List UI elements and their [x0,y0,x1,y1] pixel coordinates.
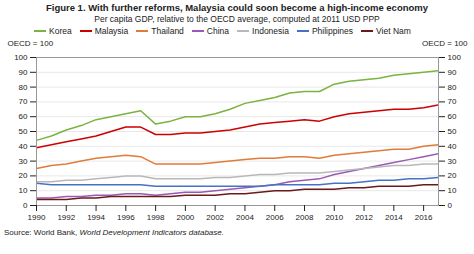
svg-text:2012: 2012 [355,213,373,222]
svg-text:60: 60 [448,112,457,121]
svg-text:1992: 1992 [57,213,75,222]
html-text:Thailand: Thailand [151,26,184,36]
svg-text:2004: 2004 [236,213,254,222]
svg-text:30: 30 [448,157,457,166]
svg-text:40: 40 [19,142,28,151]
svg-text:2016: 2016 [415,213,433,222]
svg-text:1994: 1994 [87,213,105,222]
svg-text:100: 100 [14,53,28,62]
svg-text:1990: 1990 [28,213,46,222]
svg-text:2014: 2014 [385,213,403,222]
svg-text:2008: 2008 [296,213,314,222]
svg-text:0: 0 [23,201,28,210]
html-text:Source: World Bank, World Deve: Source: World Bank, World Development In… [4,228,224,237]
svg-text:50: 50 [448,127,457,136]
svg-text:2006: 2006 [266,213,284,222]
html-text:Viet Nam: Viet Nam [376,26,411,36]
svg-text:50: 50 [19,127,28,136]
svg-text:80: 80 [19,83,28,92]
svg-text:20: 20 [19,171,28,180]
svg-text:60: 60 [19,112,28,121]
html-text:Philippines: Philippines [311,26,354,36]
svg-text:2010: 2010 [325,213,343,222]
html-text:Indonesia: Indonesia [252,26,289,36]
svg-text:OECD = 100: OECD = 100 [8,39,54,48]
html-text:Figure 1. With further reforms: Figure 1. With further reforms, Malaysia… [45,2,428,13]
html-text:Malaysia: Malaysia [94,26,129,36]
svg-text:30: 30 [19,157,28,166]
svg-text:90: 90 [448,68,457,77]
svg-text:40: 40 [448,142,457,151]
svg-text:70: 70 [19,97,28,106]
svg-text:70: 70 [448,97,457,106]
svg-text:2002: 2002 [206,213,224,222]
html-text:Korea: Korea [49,26,72,36]
svg-text:2000: 2000 [176,213,194,222]
svg-text:1996: 1996 [117,213,135,222]
svg-text:100: 100 [448,53,462,62]
svg-text:90: 90 [19,68,28,77]
html-text:Per capita GDP, relative to th: Per capita GDP, relative to the OECD ave… [94,14,380,24]
svg-text:10: 10 [448,186,457,195]
svg-text:20: 20 [448,171,457,180]
svg-text:OECD = 100: OECD = 100 [422,39,468,48]
svg-text:10: 10 [19,186,28,195]
svg-text:0: 0 [448,201,453,210]
svg-text:1998: 1998 [147,213,165,222]
html-text:China: China [206,26,230,36]
svg-text:80: 80 [448,83,457,92]
